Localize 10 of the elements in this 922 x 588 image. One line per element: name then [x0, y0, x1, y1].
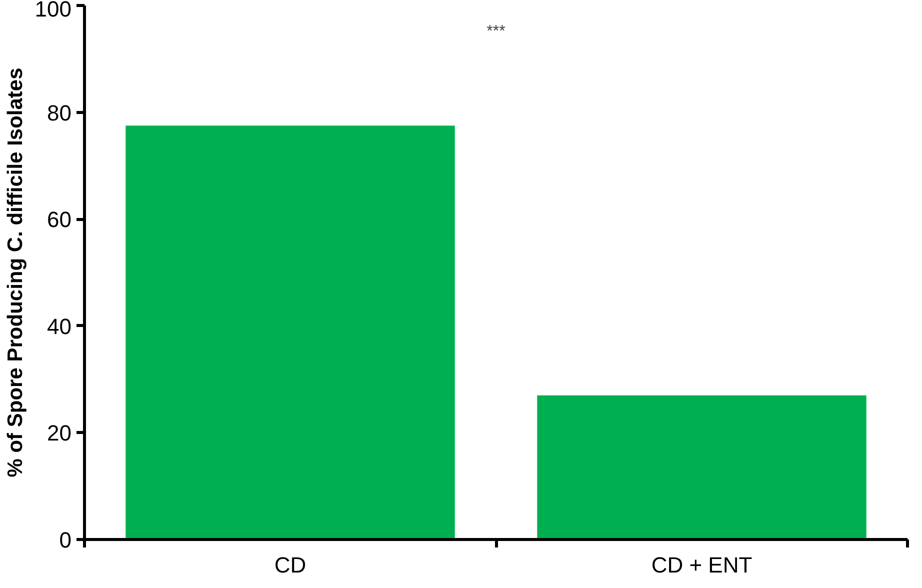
x-tick-label: CD + ENT — [651, 552, 752, 578]
y-tick-label: 60 — [47, 207, 72, 232]
y-tick-label: 100 — [34, 0, 72, 22]
annotation: *** — [486, 23, 506, 40]
x-tick-label: CD — [274, 552, 306, 578]
y-tick-label: 80 — [47, 100, 72, 126]
y-tick-label: 40 — [47, 314, 72, 339]
y-axis-title: % of Spore Producing C. difficile Isolates — [4, 68, 27, 478]
y-tick-label: 20 — [47, 420, 72, 446]
y-tick-label: 0 — [59, 528, 72, 552]
